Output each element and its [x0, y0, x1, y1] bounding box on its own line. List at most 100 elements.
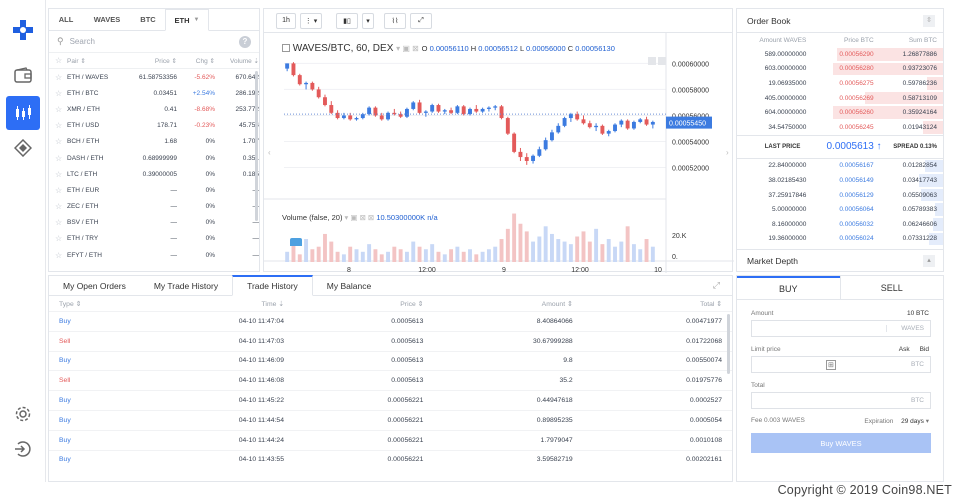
buy-waves-button[interactable]: Buy WAVES — [751, 433, 931, 453]
interval-button[interactable]: 1h — [276, 12, 296, 29]
market-scrollbar[interactable] — [255, 71, 258, 221]
bid-row[interactable]: 5.00000000 0.00056064 0.05789383 — [737, 202, 943, 217]
tab-waves[interactable]: WAVES — [93, 15, 121, 24]
candle-body — [524, 157, 529, 161]
star-icon[interactable]: ☆ — [55, 72, 63, 82]
market-search[interactable]: ⚲ Search ? — [49, 31, 259, 53]
star-icon[interactable]: ☆ — [55, 137, 63, 147]
ask-link[interactable]: Ask — [898, 346, 910, 353]
star-icon[interactable]: ☆ — [55, 153, 63, 163]
market-row[interactable]: ☆ EFYT / ETH — 0% — — [49, 247, 259, 263]
total-column-header[interactable]: Total ⇕ — [700, 300, 723, 308]
tab-all[interactable]: ALL — [58, 15, 74, 24]
trading-icon[interactable] — [6, 96, 40, 130]
market-row[interactable]: ☆ DASH / ETH 0.68999999 0% 0.351 — [49, 150, 259, 166]
tab-eth[interactable]: ETH ▼ — [165, 9, 209, 31]
star-icon[interactable]: ☆ — [55, 185, 63, 195]
tab-my-balance[interactable]: My Balance — [326, 280, 372, 291]
help-icon[interactable]: ? — [239, 36, 251, 48]
calculator-icon[interactable]: ⊞ — [826, 359, 836, 370]
tab-btc[interactable]: BTC — [140, 15, 156, 24]
volume-bar — [537, 236, 542, 262]
limit-price-input[interactable]: ⊞ BTC — [751, 356, 931, 373]
bid-row[interactable]: 19.36000000 0.00056024 0.07331228 — [737, 232, 943, 247]
volume-bar — [310, 249, 315, 262]
tab-sell[interactable]: SELL — [839, 276, 943, 299]
wallet-icon[interactable] — [6, 58, 40, 92]
history-scrollbar[interactable] — [727, 314, 730, 374]
star-icon[interactable]: ☆ — [55, 88, 63, 98]
market-row[interactable]: ☆ BCH / ETH 1.68 0% 1.707 — [49, 134, 259, 150]
market-row[interactable]: ☆ BSV / ETH — 0% — — [49, 215, 259, 231]
indicators-button[interactable]: ⌇⌇ — [384, 12, 406, 29]
ask-row[interactable]: 19.06935000 0.00056275 0.59786236 — [737, 76, 943, 91]
tab-my-open-orders[interactable]: My Open Orders — [63, 280, 126, 291]
tab-buy[interactable]: BUY — [737, 276, 840, 299]
market-depth-title: Market Depth — [747, 255, 799, 266]
bid-row[interactable]: 8.16000000 0.00056032 0.06246606 — [737, 217, 943, 232]
market-row[interactable]: ☆ ZEC / ETH — 0% — — [49, 199, 259, 215]
volume-column-header[interactable]: Volume ⇣ — [230, 57, 259, 65]
chevron-up-icon[interactable]: ▴ — [923, 255, 935, 267]
pair-column-header[interactable]: Pair ⇕ — [67, 57, 86, 65]
amount-input[interactable]: WAVES — [751, 320, 931, 337]
type-column-header[interactable]: Type ⇕ — [59, 300, 82, 308]
legend-controls-icon[interactable]: ▾ ▣ ⊠ — [396, 44, 419, 53]
expand-icon[interactable]: ⤢ — [712, 280, 720, 290]
ask-row[interactable]: 603.00000000 0.00056280 0.93723076 — [737, 62, 943, 77]
expiration-select[interactable]: 29 days — [901, 418, 924, 425]
market-row[interactable]: ☆ ETH / BTC 0.03451 +2.54% 286.192 — [49, 85, 259, 101]
market-row[interactable]: ☆ XMR / ETH 0.41 -8.68% 253.772 — [49, 101, 259, 117]
volume-bar — [550, 233, 554, 262]
total-cell: 0.00202161 — [686, 456, 723, 464]
interval-menu-button[interactable]: ⋮ ▾ — [300, 12, 322, 29]
star-icon[interactable]: ☆ — [55, 234, 63, 244]
total-input[interactable]: BTC — [751, 392, 931, 409]
price-cell: 0.00056149 — [839, 176, 874, 184]
scroll-right-icon[interactable]: › — [726, 148, 729, 157]
market-depth-bar[interactable]: Market Depth ▴ — [737, 249, 943, 271]
tab-my-trade-history[interactable]: My Trade History — [153, 280, 219, 291]
bid-row[interactable]: 22.84000000 0.00056167 0.01282854 — [737, 159, 943, 174]
star-icon[interactable]: ☆ — [55, 104, 63, 114]
bid-row[interactable]: 38.02185430 0.00056149 0.03417743 — [737, 173, 943, 188]
candle-style-button[interactable]: ▮▯ — [336, 12, 358, 29]
price-cell: — — [170, 251, 178, 259]
market-row[interactable]: ☆ ETH / USD 178.71 -0.23% 45.754 — [49, 118, 259, 134]
star-icon[interactable]: ☆ — [55, 169, 63, 179]
amount-column-header[interactable]: Amount ⇕ — [541, 300, 573, 308]
ask-row[interactable]: 34.54750000 0.00056245 0.01943124 — [737, 120, 943, 135]
chg-column-header[interactable]: Chg ⇕ — [195, 57, 215, 65]
ask-row[interactable]: 589.00000000 0.00056290 1.26877886 — [737, 47, 943, 62]
bid-link[interactable]: Bid — [919, 346, 929, 353]
settings-icon[interactable] — [6, 397, 40, 431]
tab-trade-history[interactable]: Trade History — [232, 275, 313, 296]
limit-price-label: Limit price — [751, 346, 781, 353]
style-menu-button[interactable]: ▾ — [362, 12, 374, 29]
ask-row[interactable]: 405.00000000 0.00056269 0.58713109 — [737, 91, 943, 106]
market-row[interactable]: ☆ ETH / WAVES 61.58753356 -5.62% 670.642 — [49, 69, 259, 85]
star-icon[interactable]: ☆ — [55, 250, 63, 260]
fullscreen-button[interactable]: ⤢ — [410, 12, 432, 29]
market-row[interactable]: ☆ ETH / EUR — 0% — — [49, 182, 259, 198]
time-column-header[interactable]: Time ⇣ — [261, 300, 284, 308]
star-icon[interactable]: ☆ — [55, 218, 63, 228]
price-column-header[interactable]: Price ⇕ — [154, 57, 177, 65]
price-chart[interactable]: 0.000600000.000580000.000560000.00054000… — [264, 33, 734, 273]
volume-bar — [386, 251, 390, 262]
search-input[interactable]: Search — [69, 37, 95, 46]
star-icon[interactable]: ☆ — [55, 121, 63, 131]
market-row[interactable]: ☆ ETH / TRY — 0% — — [49, 231, 259, 247]
amount-cell: 0.89895235 — [536, 416, 573, 424]
bid-row[interactable]: 37.25917846 0.00056129 0.05509063 — [737, 188, 943, 203]
depth-bar — [837, 48, 943, 61]
star-icon[interactable]: ☆ — [55, 202, 63, 212]
logout-icon[interactable] — [6, 432, 40, 466]
ask-row[interactable]: 604.00000000 0.00056260 0.35924164 — [737, 105, 943, 120]
market-row[interactable]: ☆ LTC / ETH 0.39000005 0% 0.185 — [49, 166, 259, 182]
dex-icon[interactable] — [6, 131, 40, 165]
price-column-header[interactable]: Price ⇕ — [400, 300, 424, 308]
orderbook-settings-icon[interactable]: ⇳ — [923, 15, 935, 27]
volume-controls-icon[interactable]: ▾ ▣ ⊠ ⊠ — [344, 213, 375, 222]
scroll-left-icon[interactable]: ‹ — [268, 148, 271, 157]
